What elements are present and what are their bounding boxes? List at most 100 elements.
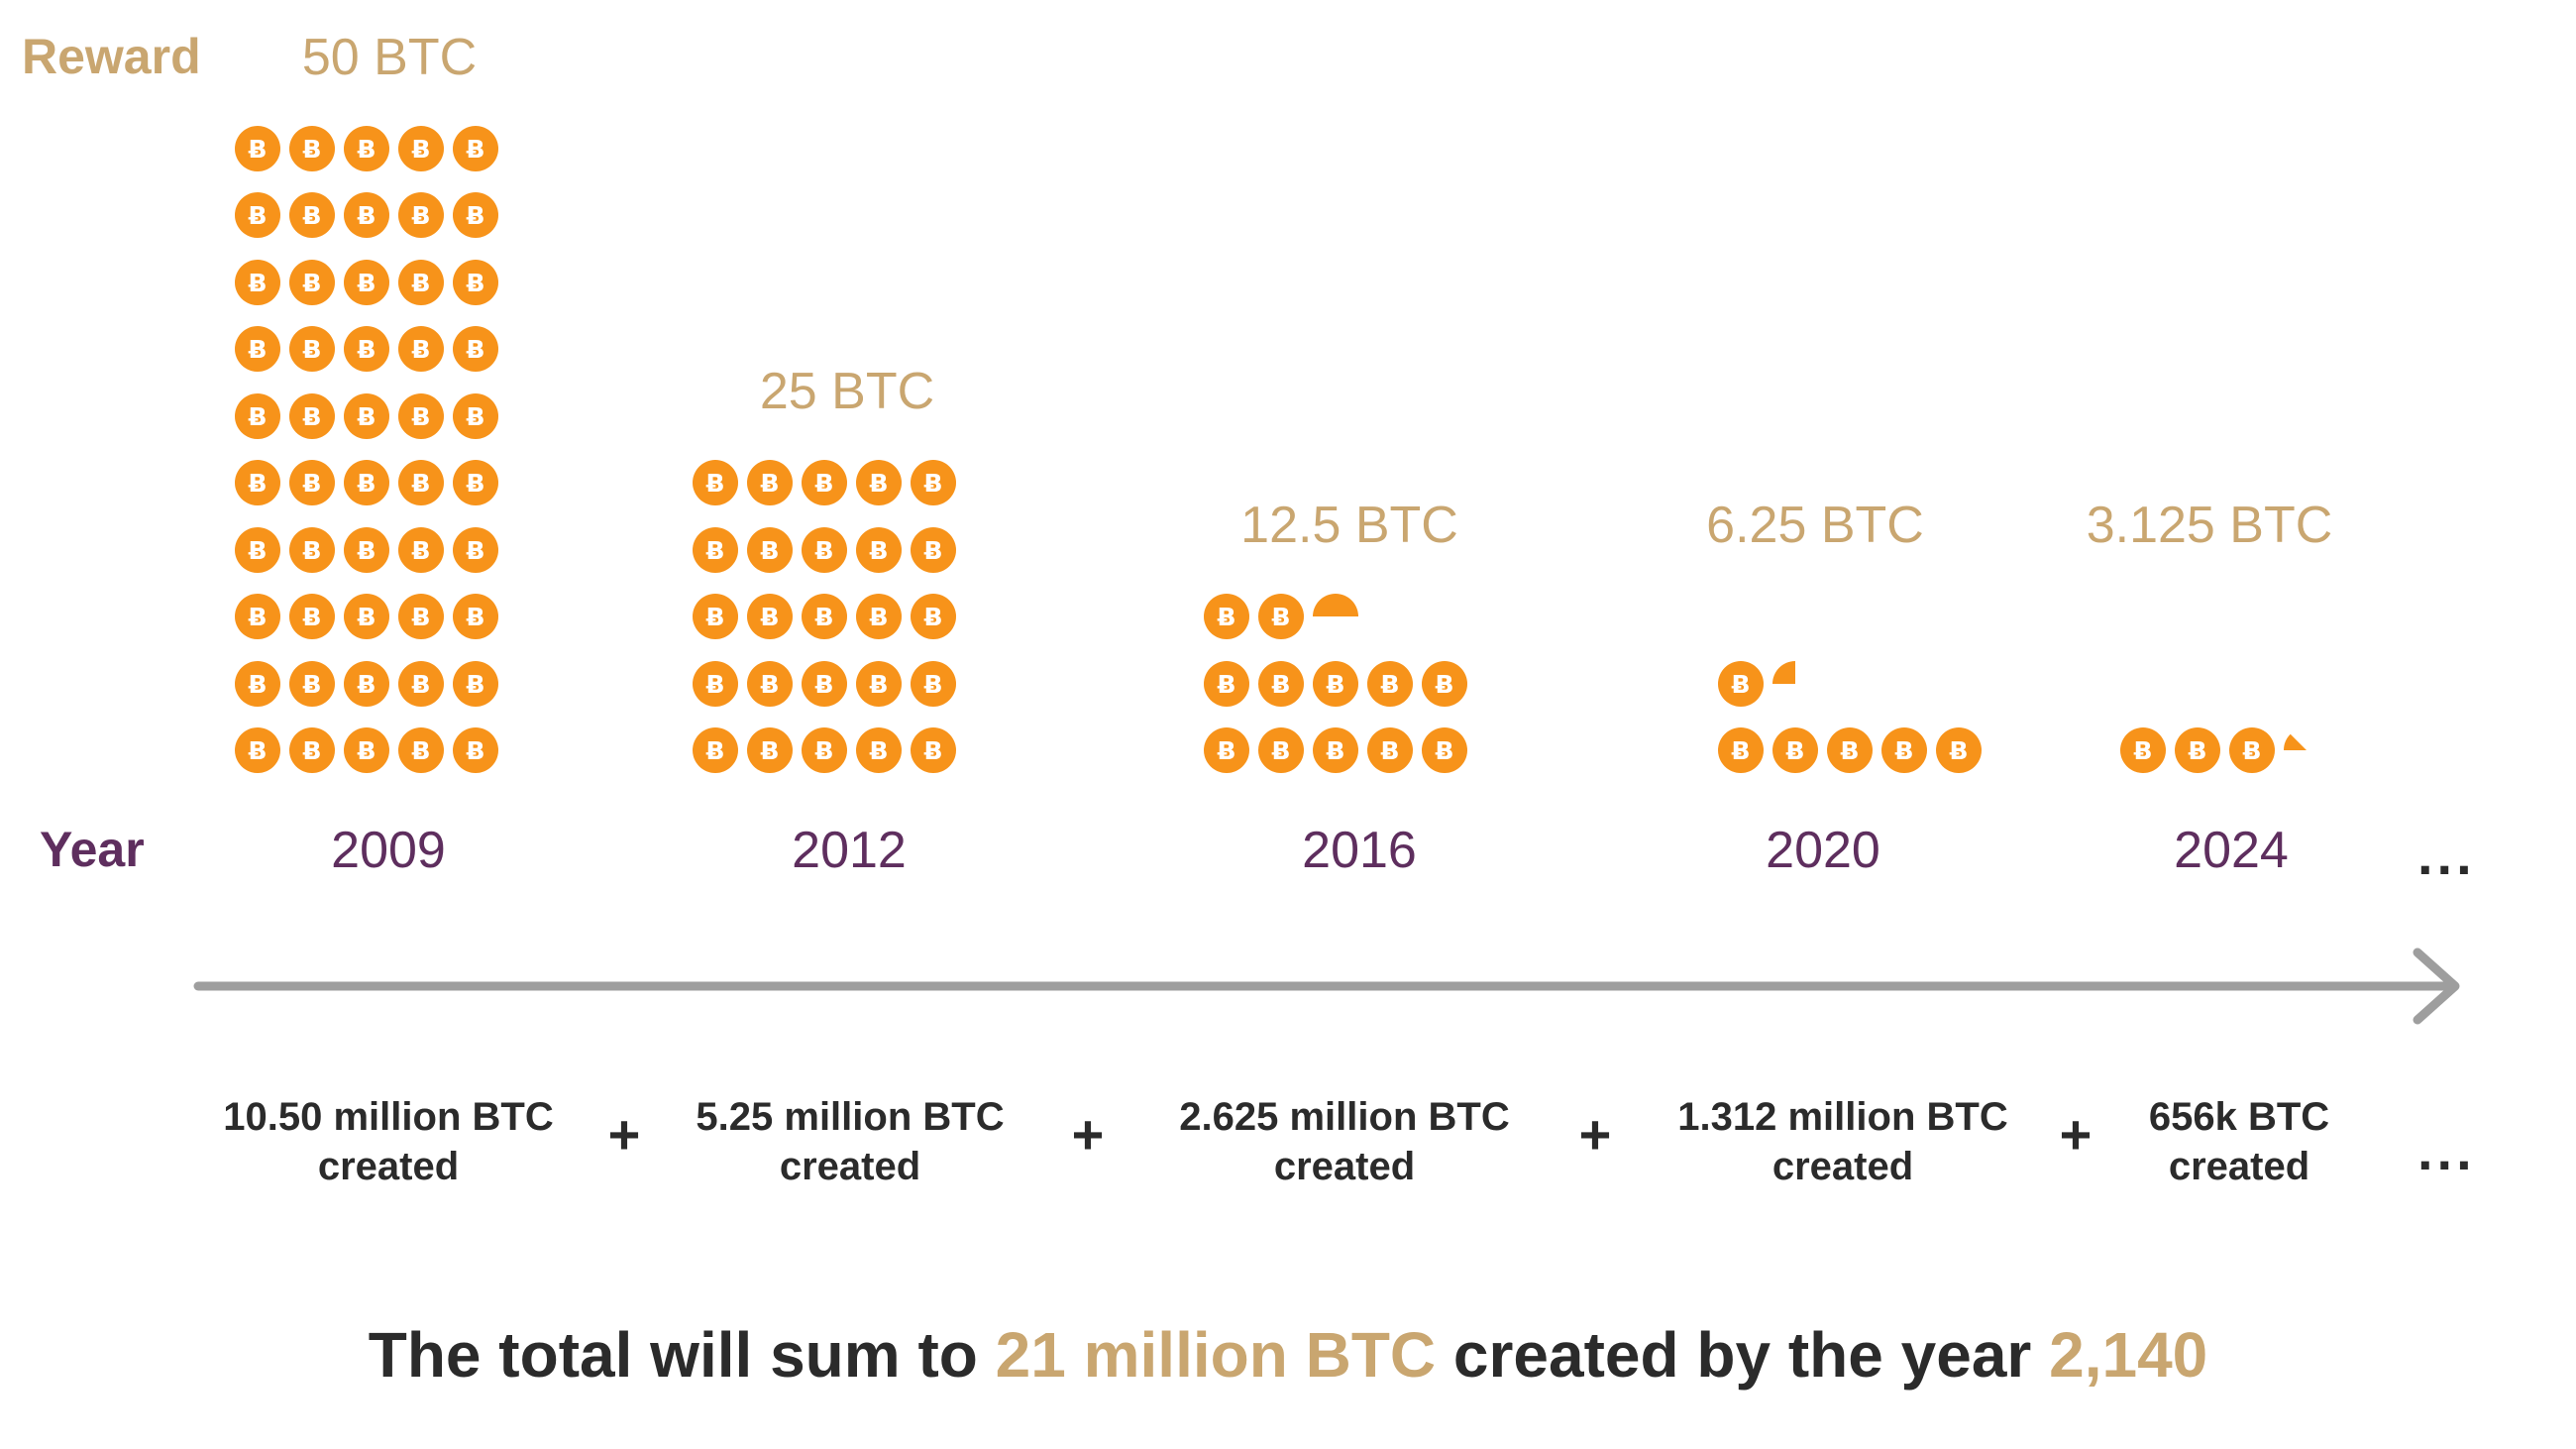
bitcoin-coin-icon: Ƀ (344, 594, 389, 644)
bitcoin-coin-icon: Ƀ (911, 460, 956, 510)
svg-text:Ƀ: Ƀ (869, 469, 888, 498)
plus-sign: + (607, 1103, 641, 1166)
bitcoin-coin-icon: Ƀ (344, 392, 389, 444)
bitcoin-coin-icon: Ƀ (1367, 727, 1413, 778)
svg-text:Ƀ: Ƀ (248, 269, 267, 297)
bitcoin-coin-icon: Ƀ (235, 326, 280, 377)
created-label: created (1273, 1145, 1416, 1188)
created-label: created (779, 1145, 921, 1188)
svg-text:Ƀ: Ƀ (302, 603, 321, 631)
created-amount-2016: 2.625 million BTC created (1127, 1092, 1562, 1191)
bitcoin-coin-icon: Ƀ (693, 594, 738, 644)
svg-text:Ƀ: Ƀ (1380, 670, 1399, 699)
bitcoin-coin-icon: Ƀ (344, 259, 389, 310)
bitcoin-coin-icon: Ƀ (1718, 727, 1764, 778)
bitcoin-coin-icon: Ƀ (235, 125, 280, 176)
created-label: created (2168, 1145, 2310, 1188)
svg-text:Ƀ: Ƀ (1380, 736, 1399, 765)
bitcoin-coin-icon: Ƀ (802, 594, 847, 644)
bitcoin-coin-icon: Ƀ (398, 460, 444, 510)
partial-bitcoin-coin-icon (1772, 660, 1818, 712)
bitcoin-coin-icon: Ƀ (453, 660, 498, 712)
svg-text:Ƀ: Ƀ (357, 335, 376, 364)
bitcoin-coin-icon: Ƀ (453, 326, 498, 377)
svg-text:Ƀ: Ƀ (923, 469, 942, 498)
bitcoin-coin-icon: Ƀ (235, 660, 280, 712)
svg-text:Ƀ: Ƀ (248, 335, 267, 364)
created-label: created (1771, 1145, 1914, 1188)
svg-text:Ƀ: Ƀ (248, 670, 267, 699)
year-value-2024: 2024 (2174, 822, 2289, 879)
bitcoin-coin-icon: Ƀ (289, 192, 335, 243)
bitcoin-coin-icon: Ƀ (802, 460, 847, 510)
svg-text:Ƀ: Ƀ (302, 736, 321, 765)
bitcoin-coin-icon: Ƀ (1367, 660, 1413, 712)
svg-text:Ƀ: Ƀ (1326, 736, 1344, 765)
svg-text:Ƀ: Ƀ (814, 670, 833, 699)
created-amount-line: 2.625 million BTC (1179, 1095, 1510, 1139)
bitcoin-coin-icon: Ƀ (235, 727, 280, 778)
svg-text:Ƀ: Ƀ (814, 736, 833, 765)
reward-value-2016: 12.5 BTC (1240, 497, 1458, 554)
svg-text:Ƀ: Ƀ (1326, 670, 1344, 699)
bitcoin-coin-icon: Ƀ (398, 392, 444, 444)
bitcoin-coin-icon: Ƀ (453, 125, 498, 176)
created-amount-2020: 1.312 million BTC created (1625, 1092, 2061, 1191)
bitcoin-coin-icon: Ƀ (1258, 660, 1304, 712)
svg-text:Ƀ: Ƀ (1217, 603, 1235, 631)
bitcoin-coin-icon: Ƀ (1422, 727, 1467, 778)
bitcoin-coin-icon: Ƀ (398, 192, 444, 243)
svg-text:Ƀ: Ƀ (705, 469, 724, 498)
bitcoin-coin-icon: Ƀ (856, 594, 902, 644)
svg-text:Ƀ: Ƀ (302, 135, 321, 164)
bitcoin-coin-icon: Ƀ (693, 660, 738, 712)
bitcoin-coin-icon: Ƀ (398, 526, 444, 578)
svg-text:Ƀ: Ƀ (466, 135, 484, 164)
bitcoin-coin-icon: Ƀ (398, 259, 444, 310)
svg-text:Ƀ: Ƀ (357, 736, 376, 765)
bitcoin-coin-icon: Ƀ (1422, 660, 1467, 712)
bitcoin-coin-icon: Ƀ (235, 259, 280, 310)
svg-text:Ƀ: Ƀ (357, 603, 376, 631)
svg-text:Ƀ: Ƀ (466, 603, 484, 631)
created-amount-line: 1.312 million BTC (1677, 1095, 2008, 1139)
bitcoin-coin-icon: Ƀ (1827, 727, 1873, 778)
bitcoin-coin-icon: Ƀ (289, 727, 335, 778)
svg-text:Ƀ: Ƀ (923, 736, 942, 765)
svg-text:Ƀ: Ƀ (760, 469, 779, 498)
svg-text:Ƀ: Ƀ (705, 603, 724, 631)
svg-text:Ƀ: Ƀ (248, 201, 267, 230)
bitcoin-coin-icon: Ƀ (802, 526, 847, 578)
summary-text: The total will sum to (368, 1319, 996, 1391)
svg-text:Ƀ: Ƀ (1894, 736, 1913, 765)
svg-text:Ƀ: Ƀ (302, 469, 321, 498)
reward-value-2009: 50 BTC (301, 29, 478, 86)
svg-text:Ƀ: Ƀ (248, 402, 267, 431)
bitcoin-coin-icon: Ƀ (453, 259, 498, 310)
svg-text:Ƀ: Ƀ (1217, 670, 1235, 699)
svg-text:Ƀ: Ƀ (814, 603, 833, 631)
summary-total-highlight: 21 million BTC (995, 1319, 1437, 1391)
bitcoin-coin-icon: Ƀ (344, 326, 389, 377)
year-value-2012: 2012 (792, 822, 907, 879)
bitcoin-coin-icon: Ƀ (289, 594, 335, 644)
bitcoin-coin-icon: Ƀ (802, 727, 847, 778)
bitcoin-coin-icon: Ƀ (911, 660, 956, 712)
bitcoin-coin-icon: Ƀ (235, 460, 280, 510)
bitcoin-coin-icon: Ƀ (398, 125, 444, 176)
svg-text:Ƀ: Ƀ (705, 536, 724, 565)
svg-text:Ƀ: Ƀ (1731, 736, 1750, 765)
svg-text:Ƀ: Ƀ (357, 536, 376, 565)
created-ellipsis: ... (2417, 1119, 2476, 1181)
svg-text:Ƀ: Ƀ (814, 536, 833, 565)
svg-text:Ƀ: Ƀ (411, 402, 430, 431)
svg-text:Ƀ: Ƀ (1217, 736, 1235, 765)
svg-text:Ƀ: Ƀ (1840, 736, 1859, 765)
bitcoin-coin-icon: Ƀ (1204, 594, 1249, 644)
bitcoin-coin-icon: Ƀ (344, 192, 389, 243)
svg-text:Ƀ: Ƀ (869, 603, 888, 631)
created-amount-line: 5.25 million BTC (696, 1095, 1005, 1139)
bitcoin-coin-icon: Ƀ (856, 660, 902, 712)
svg-text:Ƀ: Ƀ (411, 269, 430, 297)
bitcoin-coin-icon: Ƀ (289, 125, 335, 176)
